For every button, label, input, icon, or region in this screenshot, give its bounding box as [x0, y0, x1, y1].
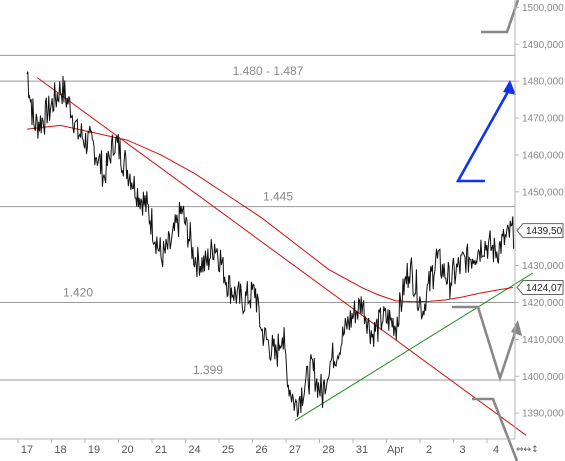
value-tags: 1439,50 1424,07	[516, 223, 564, 295]
y-tick-label: 1420,000	[522, 298, 564, 309]
x-tick-label: 3	[459, 444, 465, 456]
x-tick-label: Apr	[387, 444, 404, 456]
y-tick-label: 1480,000	[522, 77, 564, 88]
y-tick-label: 1490,000	[522, 40, 564, 51]
x-tick-label: 20	[121, 444, 133, 456]
y-tick-label: 1400,000	[522, 372, 564, 383]
moving-average-line	[26, 124, 513, 303]
y-tick-label: 1450,000	[522, 187, 564, 198]
x-tick-label: 17	[21, 444, 33, 456]
x-tick-label: 18	[54, 444, 66, 456]
value-tag-label: 1439,50	[526, 226, 563, 237]
level-label: 1.399	[193, 363, 223, 377]
y-tick-label: 1410,000	[522, 335, 564, 346]
forecast-up-arrowhead	[503, 80, 516, 95]
y-tick-label: 1390,000	[522, 409, 564, 420]
axis-scale-buttons[interactable]: ⇔↔↕	[516, 445, 539, 455]
axis-buttons[interactable]: ⇔↔↕	[516, 445, 539, 455]
level-label: 1.480 - 1.487	[233, 64, 304, 78]
y-tick-label: 1470,000	[522, 114, 564, 125]
x-tick-label: 19	[88, 444, 100, 456]
x-tick-label: 28	[322, 444, 334, 456]
price-series	[26, 71, 515, 418]
price-line	[26, 71, 515, 418]
trendlines	[36, 77, 534, 436]
x-tick-label: 2	[426, 444, 432, 456]
projections	[452, 0, 522, 461]
x-tick-label: 4	[493, 444, 499, 456]
y-tick-label: 1460,000	[522, 150, 564, 161]
x-tick-label: 27	[289, 444, 301, 456]
trendline	[36, 77, 527, 436]
x-tick-label: 25	[222, 444, 234, 456]
moving-average	[26, 124, 513, 303]
projection-middle-arrowhead	[511, 320, 522, 336]
level-lines: 1.480 - 1.487 1.445 1.420 1.399	[0, 54, 515, 381]
x-axis: 17 18 19 20 21 24 25 26 27 28 31 Apr 2 3 4	[0, 438, 515, 456]
value-tag-box	[516, 223, 564, 239]
y-tick-label: 1500,000	[522, 3, 564, 14]
projection-middle	[452, 305, 518, 383]
y-axis: 1500,000 1490,000 1480,000 1470,000 1460,000…	[514, 0, 564, 439]
x-tick-label: 26	[255, 444, 267, 456]
level-label: 1.445	[263, 190, 293, 204]
level-label: 1.420	[63, 286, 93, 300]
x-tick-label: 31	[356, 444, 368, 456]
value-tag-label: 1424,07	[526, 283, 563, 294]
value-tag-box	[516, 279, 564, 295]
x-tick-label: 24	[188, 444, 200, 456]
projection-bottom	[472, 397, 519, 461]
projection-top	[481, 0, 520, 34]
y-tick-label: 1430,000	[522, 261, 564, 272]
forecast-up-path	[455, 87, 512, 183]
x-tick-label: 21	[155, 444, 167, 456]
trendline	[294, 272, 534, 421]
